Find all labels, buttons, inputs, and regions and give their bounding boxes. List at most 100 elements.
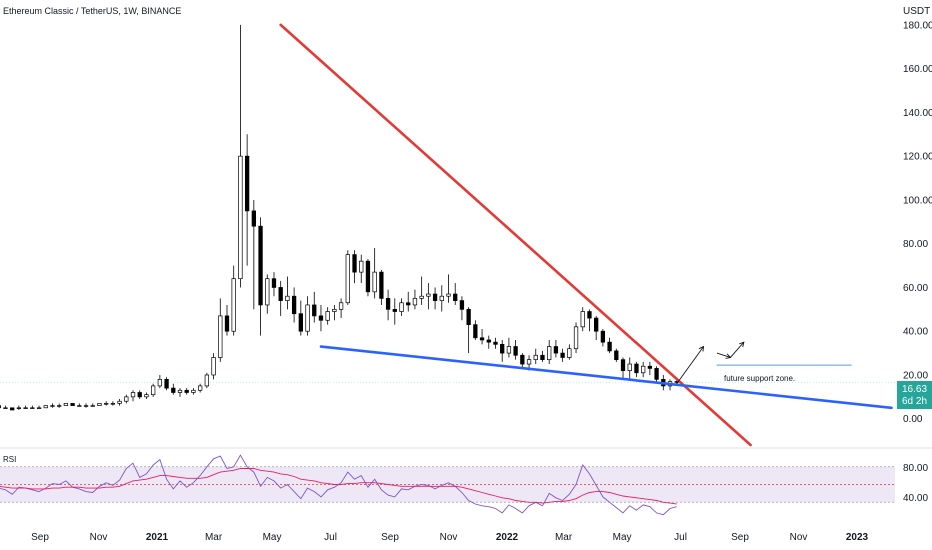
candle-body xyxy=(312,304,317,317)
price-tick-label: 100.00 xyxy=(903,195,932,206)
candle-body xyxy=(533,354,538,361)
candle-body xyxy=(63,403,69,406)
candle-body xyxy=(50,405,55,407)
candle-body xyxy=(144,394,149,398)
candle-body xyxy=(560,352,565,358)
candle-body xyxy=(513,346,518,356)
price-tick-label: 140.00 xyxy=(903,108,932,119)
candle-body xyxy=(634,363,639,374)
candle-body xyxy=(547,346,552,361)
candle-body xyxy=(291,295,297,315)
last-price: 16.63 xyxy=(902,384,927,395)
rsi-line xyxy=(0,454,677,516)
arrow-shaft xyxy=(730,341,745,358)
price-tick-label: 180.00 xyxy=(903,20,932,31)
candle-body xyxy=(104,403,109,405)
candle-body xyxy=(10,407,15,411)
price-tick-label: 60.00 xyxy=(903,283,928,294)
candle-body xyxy=(184,389,189,393)
candle-body xyxy=(97,403,102,406)
candle-body xyxy=(70,403,75,406)
rsi-label: RSI xyxy=(3,455,16,464)
candle-body xyxy=(332,308,337,312)
candle-body xyxy=(137,392,142,398)
candle-body xyxy=(412,298,418,306)
time-tick-label: Mar xyxy=(205,532,223,543)
candle-body xyxy=(466,308,471,326)
time-tick-label: Jul xyxy=(324,532,337,543)
candle-body xyxy=(231,278,236,332)
price-tick-label: 160.00 xyxy=(903,64,932,75)
candle-body xyxy=(486,339,491,343)
candle-body xyxy=(130,392,136,398)
chart-title: Ethereum Classic / TetherUS, 1W, BINANCE xyxy=(3,6,181,16)
candle-body xyxy=(600,330,606,343)
time-tick-label: Sep xyxy=(31,532,49,543)
candle-body xyxy=(151,385,156,396)
rsi-upper-label: 80.00 xyxy=(903,463,928,474)
time-axis[interactable]: Sep Nov 2021 Mar May Jul Sep Nov 2022 Mar May Jul Se… xyxy=(31,532,868,543)
candle-body xyxy=(57,405,62,407)
candle-body xyxy=(614,350,619,361)
candle-body xyxy=(506,346,512,354)
candle-body xyxy=(392,308,397,312)
candle-body xyxy=(338,302,344,310)
price-tick-label: 80.00 xyxy=(903,239,928,250)
candle-body xyxy=(117,400,122,404)
time-tick-label: Nov xyxy=(790,532,808,543)
time-tick-label: 2022 xyxy=(496,532,519,543)
candle-body xyxy=(540,354,545,361)
candle-body xyxy=(587,311,592,319)
candle-body xyxy=(83,405,89,407)
price-tick-label: 20.00 xyxy=(903,370,928,381)
time-tick-label: 2021 xyxy=(146,532,169,543)
candle-body xyxy=(90,405,95,407)
future-support-zone-label: future support zone. xyxy=(724,374,795,383)
arrow-shaft xyxy=(716,352,731,358)
candle-body xyxy=(318,315,324,321)
time-tick-label: Nov xyxy=(90,532,108,543)
trendline-support xyxy=(319,345,893,410)
candle-body xyxy=(385,298,391,310)
trendlines xyxy=(279,23,893,447)
price-tick-label: 40.00 xyxy=(903,327,928,338)
candle-body xyxy=(352,254,357,273)
candle-body xyxy=(553,346,559,354)
candle-body xyxy=(157,379,163,387)
candle-body xyxy=(204,374,210,387)
trendline-resistance xyxy=(279,23,752,447)
candle-body xyxy=(124,396,129,402)
candle-body xyxy=(197,385,203,391)
arrow-head xyxy=(698,345,705,352)
price-badge-bg xyxy=(897,381,932,409)
arrow-head xyxy=(738,341,745,348)
price-badge: 16.63 6d 2h xyxy=(897,381,932,409)
price-tick-label: 0.00 xyxy=(903,414,923,425)
candle-body xyxy=(305,304,310,332)
candle-body xyxy=(43,405,48,409)
candle-body xyxy=(580,311,585,328)
candle-body xyxy=(399,302,404,312)
time-tick-label: May xyxy=(613,532,632,543)
bar-countdown: 6d 2h xyxy=(902,396,927,407)
candle-body xyxy=(446,293,451,297)
candle-body xyxy=(365,260,371,293)
time-tick-label: Jul xyxy=(674,532,687,543)
candle-body xyxy=(3,407,8,409)
candle-body xyxy=(647,365,653,369)
candle-body xyxy=(16,407,22,409)
candle-body xyxy=(0,405,1,409)
candle-body xyxy=(265,278,270,306)
candle-body xyxy=(453,293,458,301)
candle-body xyxy=(573,326,579,350)
candle-body xyxy=(567,348,572,358)
candle-body xyxy=(654,368,659,380)
candle-body xyxy=(110,403,116,405)
candle-body xyxy=(406,302,411,306)
price-axis[interactable]: 180.00 160.00 140.00 120.00 100.00 80.00 60.00… xyxy=(903,20,932,425)
candle-body xyxy=(493,341,498,345)
candle-body xyxy=(359,260,364,273)
time-tick-label: Mar xyxy=(555,532,573,543)
